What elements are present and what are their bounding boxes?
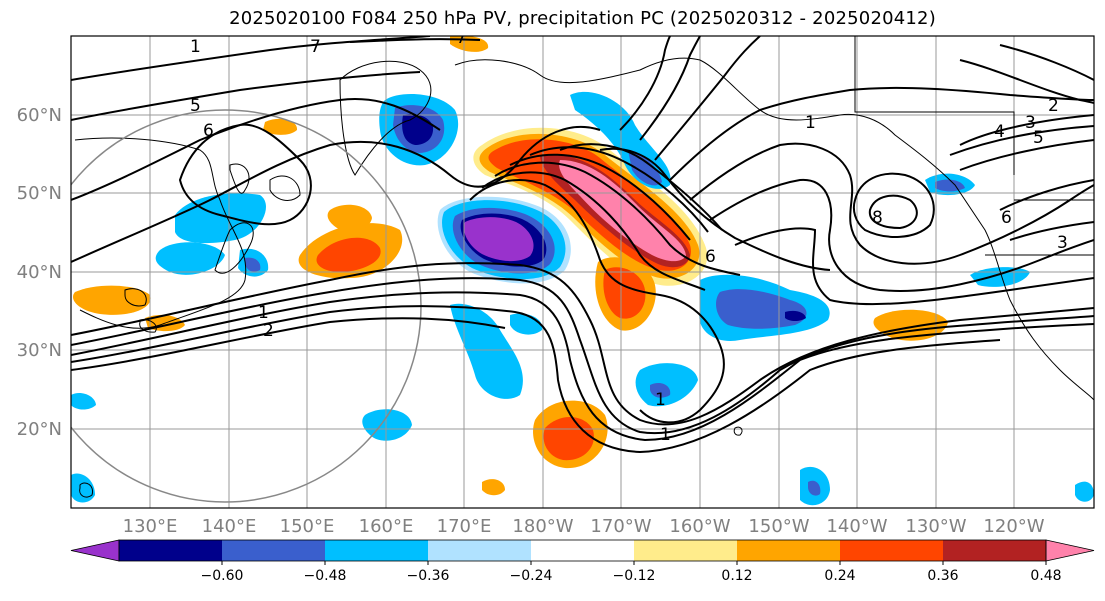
colorbar-extend-high (1045, 539, 1095, 562)
colorbar-segment (840, 540, 944, 561)
colorbar-segment (222, 540, 326, 561)
colorbar-tick-labels: −0.60 −0.48 −0.36 −0.24 −0.12 0.12 0.24 0.36 0.4… (201, 568, 1062, 584)
colorbar-tick-label: −0.48 (304, 568, 347, 584)
contour-label: 4 (994, 122, 1005, 142)
colorbar-segment (531, 540, 635, 561)
pv-contours (71, 36, 1094, 454)
contour-label: 1 (805, 113, 816, 133)
contour-label: 3 (1057, 233, 1068, 253)
contour-label: 7 (456, 28, 467, 48)
lon-label-140e: 140°E (202, 516, 257, 537)
contour-label: 5 (190, 96, 201, 116)
colorbar-segment (943, 540, 1047, 561)
contour-label: 6 (1001, 208, 1012, 228)
lon-label-130e: 130°E (123, 516, 178, 537)
contour-label: 5 (1033, 128, 1044, 148)
lon-label-170e: 170°E (437, 516, 492, 537)
latitude-labels: 60°N 50°N 40°N 30°N 20°N (17, 105, 62, 440)
precipitation-shading (71, 36, 1094, 506)
lon-label-140w: 140°W (826, 516, 887, 537)
colorbar-tick-label: −0.12 (613, 568, 656, 584)
lon-label-150w: 150°W (748, 516, 809, 537)
lon-label-120w: 120°W (983, 516, 1044, 537)
colorbar-segment (737, 540, 841, 561)
contour-label: 1 (660, 425, 671, 445)
colorbar-segment (119, 540, 223, 561)
coastlines (74, 36, 1094, 498)
lat-label-30n: 30°N (17, 340, 62, 361)
colorbar-tick-label: 0.36 (927, 568, 958, 584)
colorbar-tick-label: 0.48 (1030, 568, 1061, 584)
colorbar-tick-label: −0.36 (407, 568, 450, 584)
longitude-labels: 130°E 140°E 150°E 160°E 170°E 180°W 170°… (123, 516, 1045, 537)
lat-label-40n: 40°N (17, 262, 62, 283)
contour-label: 2 (1048, 96, 1059, 116)
colorbar-segment (634, 540, 738, 561)
colorbar-segment (428, 540, 532, 561)
contour-label: 1 (190, 37, 201, 57)
map-frame (70, 35, 1095, 509)
colorbar-tick-label: 0.24 (824, 568, 855, 584)
contour-label: 2 (263, 321, 274, 341)
lon-label-130w: 130°W (905, 516, 966, 537)
colorbar-tick-label: −0.60 (201, 568, 244, 584)
colorbar-segment (325, 540, 429, 561)
lat-label-50n: 50°N (17, 183, 62, 204)
contour-label: 1 (258, 303, 269, 323)
lon-label-180w: 180°W (512, 516, 573, 537)
contour-labels: 1 7 7 5 6 1 1 2 3 4 5 6 8 3 2 1 6 1 (190, 28, 1068, 445)
contour-label: 3 (1025, 113, 1036, 133)
map-plot-area: 1 7 7 5 6 1 1 2 3 4 5 6 8 3 2 1 6 1 (71, 28, 1094, 508)
lon-label-150e: 150°E (280, 516, 335, 537)
lat-label-20n: 20°N (17, 419, 62, 440)
colorbar-tick-label: 0.12 (721, 568, 752, 584)
colorbar-tick-label: −0.24 (510, 568, 553, 584)
lon-label-160w: 160°W (669, 516, 730, 537)
lat-label-60n: 60°N (17, 105, 62, 126)
contour-label: 6 (203, 121, 214, 141)
map-title: 2025020100 F084 250 hPa PV, precipitatio… (229, 8, 936, 29)
colorbar-extend-low (70, 539, 120, 562)
lon-label-170w: 170°W (590, 516, 651, 537)
colorbar (70, 539, 1095, 565)
contour-label: 1 (655, 390, 666, 410)
contour-label: 6 (705, 247, 716, 267)
contour-label: 7 (310, 37, 321, 57)
contour-label: 8 (872, 208, 883, 228)
colorbar-border (118, 539, 1047, 562)
lon-label-160e: 160°E (359, 516, 414, 537)
